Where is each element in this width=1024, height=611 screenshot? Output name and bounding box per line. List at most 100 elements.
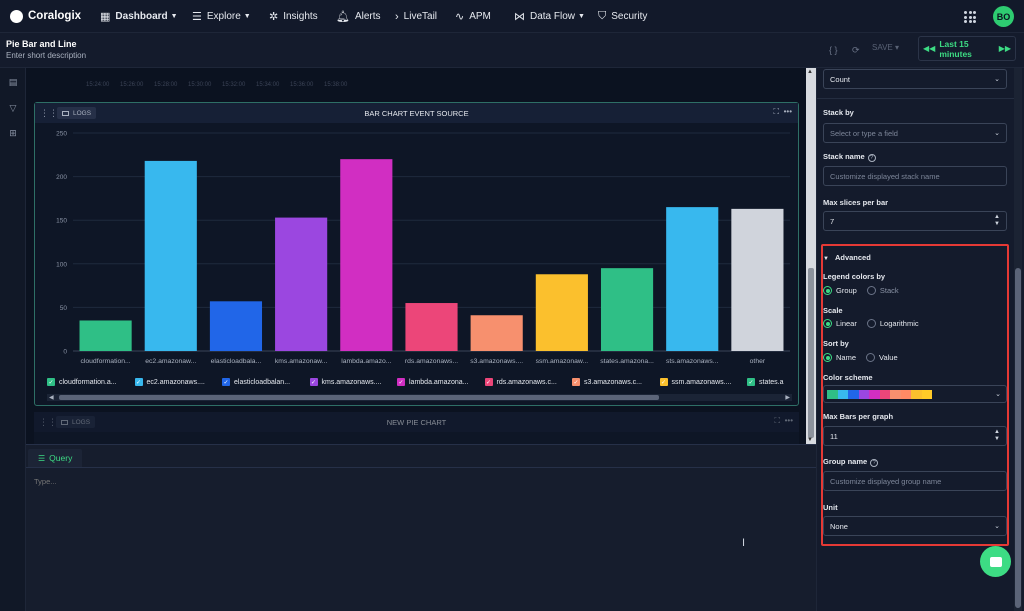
bar[interactable] <box>731 208 784 351</box>
drag-handle-icon[interactable]: ⋮⋮ <box>39 417 57 427</box>
color-scheme-select[interactable]: ⌄ <box>823 385 1007 403</box>
checkbox-icon[interactable]: ✓ <box>484 378 493 386</box>
unit-select[interactable]: None ⌄ <box>823 516 1007 536</box>
checkbox-icon[interactable]: ✓ <box>572 378 580 386</box>
radio-name[interactable]: Name <box>823 353 856 362</box>
max-slices-stepper[interactable]: 7 ▲ ▼ <box>823 211 1007 231</box>
bar[interactable] <box>144 160 197 351</box>
nav-security[interactable]: ⛉ Security <box>598 0 647 33</box>
code-braces-icon[interactable]: { } <box>829 45 838 55</box>
more-icon[interactable]: ••• <box>784 416 793 425</box>
radio-selected[interactable] <box>823 286 832 295</box>
legend-item[interactable]: ✓ cloudformation.a... <box>47 378 117 386</box>
legend-item[interactable]: ✓ s3.amazonaws.c... <box>572 378 642 386</box>
legend-item[interactable]: ✓ rds.amazonaws.c... <box>484 378 557 386</box>
stack-by-select[interactable]: Select or type a field ⌄ <box>823 123 1007 143</box>
radio-stack[interactable]: Stack <box>866 286 899 295</box>
save-button[interactable]: SAVE ▾ <box>872 43 899 52</box>
chat-support-button[interactable] <box>980 546 1011 577</box>
filter-icon[interactable]: ▽ <box>9 103 17 113</box>
nav-livetail[interactable]: › LiveTail <box>395 0 437 33</box>
scroll-right-icon[interactable]: ▶ <box>785 395 790 401</box>
radio-unselected[interactable] <box>866 286 876 295</box>
group-name-input[interactable]: Customize displayed group name <box>823 471 1007 491</box>
legend-item[interactable]: ✓ kms.amazonaws.... <box>309 378 381 386</box>
nav-insights[interactable]: ✲ Insights <box>269 0 318 33</box>
radio-group[interactable]: Group <box>823 286 857 295</box>
help-icon[interactable]: ? <box>867 154 876 162</box>
tab-query[interactable]: ☰ Query <box>28 449 83 467</box>
bar[interactable] <box>209 301 263 351</box>
nav-alerts[interactable]: 🔔︎ Alerts <box>336 0 381 33</box>
expand-icon[interactable]: ⛶ <box>773 107 780 116</box>
radio-unselected[interactable] <box>866 353 876 362</box>
checkbox-icon[interactable]: ✓ <box>309 378 318 386</box>
nav-dashboard[interactable]: ▦ Dashboard ▼ <box>100 0 178 33</box>
nav-explore[interactable]: ☰ Explore ▼ <box>192 0 251 33</box>
bar[interactable] <box>275 217 328 351</box>
checkbox-icon[interactable]: ✓ <box>47 378 55 386</box>
add-widget-icon[interactable]: ⊞ <box>9 128 17 138</box>
scroll-left-icon[interactable]: ◀ <box>49 395 54 401</box>
radio-value[interactable]: Value <box>866 353 898 362</box>
bar[interactable] <box>535 274 588 351</box>
legend-item[interactable]: ✓ ec2.amazonaws.... <box>134 378 205 386</box>
scroll-down-icon[interactable]: ▼ <box>807 437 813 443</box>
checkbox-icon[interactable]: ✓ <box>747 378 755 386</box>
bar[interactable] <box>600 268 654 351</box>
scroll-up-icon[interactable]: ▲ <box>807 69 813 75</box>
nav-apm[interactable]: ∿ APM <box>455 0 491 33</box>
layout-icon[interactable]: ▤ <box>8 77 18 87</box>
stepper-arrows-icon[interactable]: ▲ ▼ <box>994 429 1000 442</box>
legend-scrollbar[interactable]: ◀ ▶ <box>47 394 792 401</box>
stack-name-input[interactable]: Customize displayed stack name <box>823 166 1007 186</box>
legend-item[interactable]: ✓ states.a <box>747 378 784 386</box>
sort-radio-group: Name Value <box>823 353 908 362</box>
radio-logarithmic[interactable]: Logarithmic <box>866 319 919 328</box>
query-input[interactable] <box>34 477 634 486</box>
pie-chart-widget[interactable]: ⋮⋮ LOGS NEW PIE CHART ⛶ ••• <box>34 412 799 444</box>
query-icon: ☰ <box>38 453 46 463</box>
bar[interactable] <box>340 159 393 351</box>
checkbox-icon[interactable]: ✓ <box>222 378 230 386</box>
advanced-section-toggle[interactable]: ▼ Advanced <box>823 253 871 262</box>
checkbox-icon[interactable]: ✓ <box>134 378 143 386</box>
scrollbar-thumb[interactable] <box>1015 268 1021 608</box>
time-range-button[interactable]: ◀◀ Last 15 minutes ▶▶ <box>918 36 1016 61</box>
arrow-right-icon[interactable]: ▶▶ <box>998 44 1011 53</box>
bar-chart-widget[interactable]: ⋮⋮ LOGS BAR CHART EVENT SOURCE ⛶ ••• 0 50… <box>34 102 799 406</box>
radio-selected[interactable] <box>823 319 832 328</box>
bar[interactable] <box>405 303 458 351</box>
max-bars-stepper[interactable]: 11 ▲ ▼ <box>823 426 1007 446</box>
drag-handle-icon[interactable]: ⋮⋮ <box>40 108 58 118</box>
canvas-scrollbar[interactable]: ▲ ▼ <box>806 68 816 444</box>
refresh-icon[interactable]: ⟳ <box>852 45 860 55</box>
scrollbar-thumb[interactable] <box>808 268 814 438</box>
dashboard-title[interactable]: Pie Bar and Line <box>6 39 77 49</box>
help-icon[interactable]: ? <box>870 459 879 467</box>
nav-dataflow[interactable]: ⋈ Data Flow ▼ <box>514 0 585 33</box>
radio-unselected[interactable] <box>866 319 876 328</box>
aggregation-select[interactable]: Count ⌄ <box>823 69 1007 89</box>
brand-logo[interactable]: Coralogix <box>10 9 100 23</box>
legend-item[interactable]: ✓ ssm.amazonaws.... <box>659 378 731 386</box>
checkbox-icon[interactable]: ✓ <box>659 378 668 386</box>
scrollbar-thumb[interactable] <box>59 395 659 400</box>
apps-grid-icon[interactable] <box>964 11 976 23</box>
arrow-left-icon[interactable]: ◀◀ <box>923 44 936 53</box>
expand-icon[interactable]: ⛶ <box>774 416 781 425</box>
checkbox-icon[interactable]: ✓ <box>397 378 405 386</box>
dashboard-description[interactable]: Enter short description <box>6 51 87 60</box>
bar[interactable] <box>470 315 523 351</box>
radio-linear[interactable]: Linear <box>823 319 857 328</box>
radio-selected[interactable] <box>823 353 832 362</box>
stepper-arrows-icon[interactable]: ▲ ▼ <box>994 214 1000 227</box>
legend-item[interactable]: ✓ lambda.amazona... <box>397 378 469 386</box>
legend-item[interactable]: ✓ elasticloadbalan... <box>222 378 290 386</box>
panel-scrollbar[interactable] <box>1014 68 1022 611</box>
bar[interactable] <box>666 207 719 351</box>
more-icon[interactable]: ••• <box>783 107 792 116</box>
avatar[interactable]: BO <box>993 6 1014 27</box>
bar[interactable] <box>79 320 132 351</box>
nav-livetail-label: LiveTail <box>403 11 438 22</box>
